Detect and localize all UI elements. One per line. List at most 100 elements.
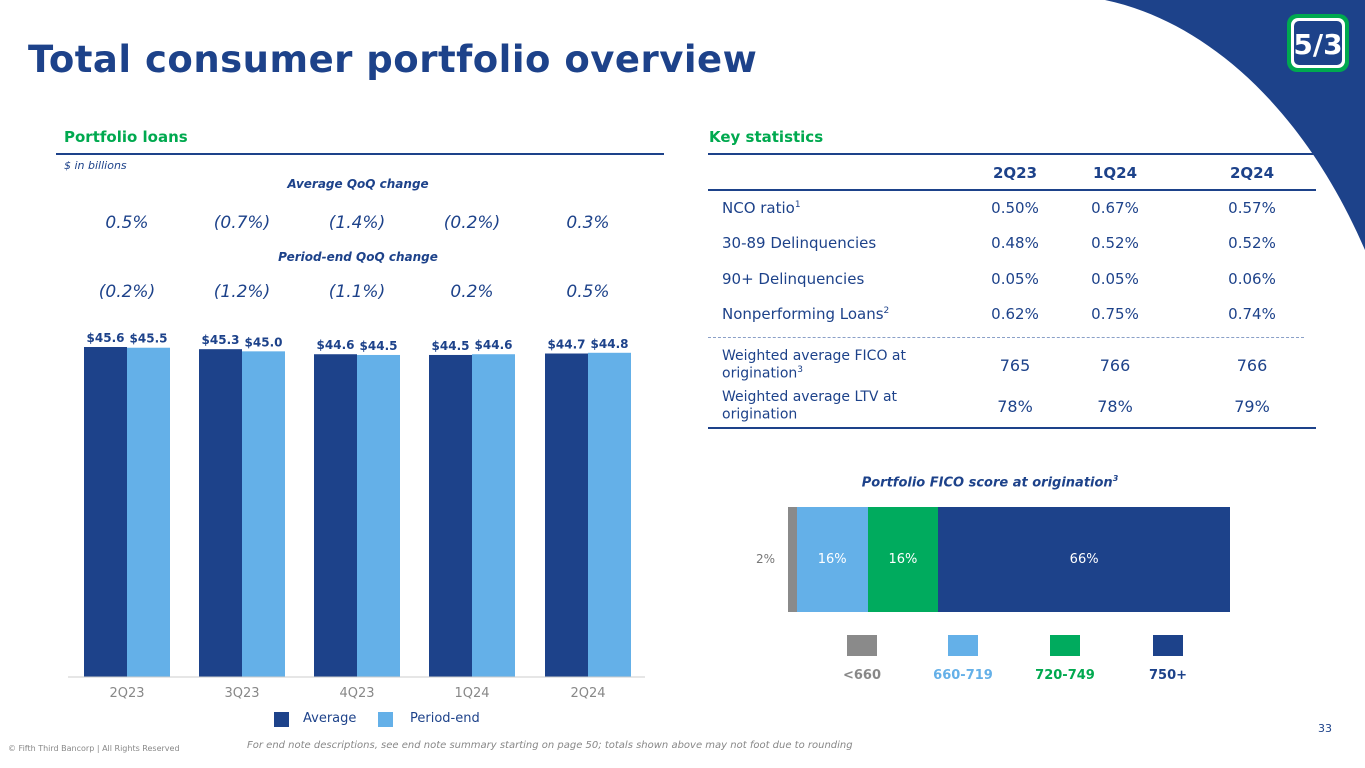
unit-label: $ in billions xyxy=(64,159,127,172)
bar-average xyxy=(84,347,127,677)
bar-data-label: $45.6 xyxy=(87,331,125,345)
avg-change-value: 0.3% xyxy=(566,213,610,233)
fico-segment-label: 66% xyxy=(1069,552,1099,567)
divider xyxy=(708,189,1316,191)
legend-average-label: Average xyxy=(303,711,357,726)
portfolio-loans-chart: $45.6 $45.5 2Q23 $45.3 $45.0 3Q23 $44.6 $44.5 4Q… xyxy=(68,331,645,700)
table-cell: 79% xyxy=(1234,397,1270,416)
bar-period-end xyxy=(588,352,631,677)
pe-change-label: Period-end QoQ change xyxy=(278,250,438,264)
bar-average xyxy=(545,353,588,677)
table-cell: 0.62% xyxy=(991,305,1039,323)
table-row-label: Nonperforming Loans2 xyxy=(722,305,889,323)
bar-data-label: $44.6 xyxy=(475,338,513,352)
table-row-label: 90+ Delinquencies xyxy=(722,270,864,288)
divider xyxy=(708,427,1316,429)
table-cell: 0.50% xyxy=(991,199,1039,217)
bar-period-end xyxy=(242,351,285,677)
pe-change-value: 0.2% xyxy=(450,282,494,302)
fico-segment-label: 16% xyxy=(817,552,847,567)
table-cell: 78% xyxy=(1097,397,1133,416)
legend-swatch-lt660 xyxy=(847,635,877,656)
bar-average xyxy=(429,354,472,677)
x-tick-label: 2Q23 xyxy=(109,686,144,700)
avg-change-value: 0.5% xyxy=(105,213,149,233)
bar-data-label: $45.5 xyxy=(130,332,168,346)
bar-average xyxy=(314,354,357,677)
table-row-label: 30-89 Delinquencies xyxy=(722,234,876,252)
table-cell: 0.48% xyxy=(991,234,1039,252)
x-tick-label: 2Q24 xyxy=(570,686,605,700)
x-tick-label: 3Q23 xyxy=(224,686,259,700)
table-cell: 765 xyxy=(999,356,1031,375)
fico-segment-lt660 xyxy=(788,507,797,612)
pe-change-value: 0.5% xyxy=(566,282,610,302)
row-label-text: Nonperforming Loans xyxy=(722,305,884,323)
divider xyxy=(708,153,1316,155)
bar-data-label: $45.0 xyxy=(245,335,283,349)
footnote-ref: 3 xyxy=(797,365,803,375)
copyright: © Fifth Third Bancorp | All Rights Reser… xyxy=(8,744,180,753)
row-label-text: NCO ratio xyxy=(722,199,795,217)
fifth-third-logo: 5/3 xyxy=(1287,14,1349,72)
footnote-ref: 2 xyxy=(883,306,890,316)
legend-period-end-label: Period-end xyxy=(410,711,480,726)
bar-data-label: $44.6 xyxy=(317,338,355,352)
bar-data-label: $44.5 xyxy=(360,339,398,353)
avg-change-label: Average QoQ change xyxy=(287,177,429,191)
legend-label-720-749: 720-749 xyxy=(1035,668,1095,683)
table-row-label: Weighted average LTV at origination xyxy=(722,390,932,422)
avg-change-value: (0.2%) xyxy=(443,213,501,233)
bar-period-end xyxy=(127,347,170,677)
bar-data-label: $44.7 xyxy=(548,338,586,352)
table-cell: 0.75% xyxy=(1091,305,1139,323)
bar-data-label: $44.8 xyxy=(591,337,629,351)
portfolio-loans-heading: Portfolio loans xyxy=(64,128,188,146)
x-tick-label: 1Q24 xyxy=(454,686,489,700)
table-cell: 0.05% xyxy=(991,270,1039,288)
avg-change-value: (0.7%) xyxy=(213,213,271,233)
fico-segment-label-outside: 2% xyxy=(756,552,776,566)
table-cell: 0.05% xyxy=(1091,270,1139,288)
page-title: Total consumer portfolio overview xyxy=(28,38,758,81)
legend-label-750plus: 750+ xyxy=(1148,668,1188,683)
pe-change-value: (1.2%) xyxy=(213,282,271,302)
footnote: For end note descriptions, see end note … xyxy=(247,740,853,751)
table-cell: 78% xyxy=(997,397,1033,416)
table-row-label: Weighted average FICO at origination3 xyxy=(722,349,932,381)
row-label-text: Weighted average LTV at origination xyxy=(722,389,898,423)
row-label-text: 90+ Delinquencies xyxy=(722,270,865,288)
legend-swatch-660-719 xyxy=(948,635,978,656)
fico-chart-title: Portfolio FICO score at origination3 xyxy=(861,474,1119,491)
legend-period-end-swatch xyxy=(378,712,393,727)
dashed-divider xyxy=(708,337,1304,338)
table-row-label: NCO ratio1 xyxy=(722,199,801,217)
table-cell: 0.52% xyxy=(1228,234,1276,252)
key-statistics-heading: Key statistics xyxy=(709,128,824,146)
table-cell: 0.06% xyxy=(1228,270,1276,288)
legend-label-lt660: <660 xyxy=(842,668,882,683)
pe-change-value: (0.2%) xyxy=(98,282,156,302)
svg-text:5/3: 5/3 xyxy=(1293,28,1342,61)
pe-change-value: (1.1%) xyxy=(328,282,386,302)
table-cell: 0.57% xyxy=(1228,199,1276,217)
column-header: 1Q24 xyxy=(1092,164,1138,182)
legend-swatch-750plus xyxy=(1153,635,1183,656)
fico-segment-720-749: 16% xyxy=(867,507,939,612)
bar-period-end xyxy=(357,354,400,677)
fico-segment-label: 16% xyxy=(888,552,918,567)
divider xyxy=(56,153,664,155)
bar-period-end xyxy=(472,354,515,677)
fico-segment-750plus: 66% xyxy=(938,507,1230,612)
table-cell: 0.74% xyxy=(1228,305,1276,323)
column-header: 2Q24 xyxy=(1229,164,1275,182)
bar-average xyxy=(199,349,242,677)
row-label-text: Weighted average FICO at origination xyxy=(722,348,906,382)
avg-change-value: (1.4%) xyxy=(328,213,386,233)
legend-label-660-719: 660-719 xyxy=(933,668,993,683)
table-cell: 0.52% xyxy=(1091,234,1139,252)
table-cell: 766 xyxy=(1236,356,1268,375)
bar-data-label: $44.5 xyxy=(432,339,470,353)
fico-segment-660-719: 16% xyxy=(796,507,868,612)
footnote-ref: 1 xyxy=(794,200,801,210)
